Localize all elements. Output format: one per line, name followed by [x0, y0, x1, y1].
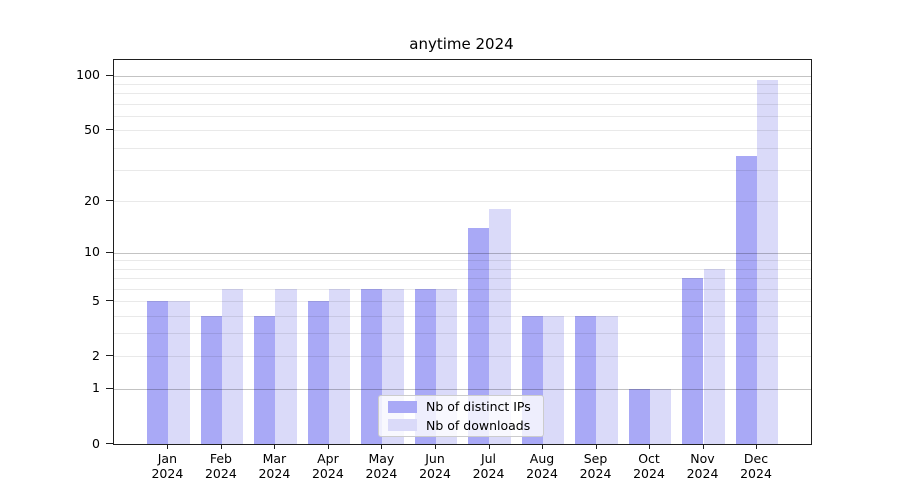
bar-downloads — [489, 209, 511, 444]
x-tick-label: Mar 2024 — [258, 451, 291, 481]
y-tick-mark — [106, 200, 113, 202]
bar-distinct-ips — [200, 315, 222, 444]
y-tick-label: 0 — [92, 435, 100, 451]
x-tick-mark — [274, 444, 276, 449]
y-tick-mark — [106, 74, 113, 76]
x-tick-mark — [327, 444, 329, 449]
bar-distinct-ips — [254, 315, 276, 444]
gridline-minor — [114, 93, 811, 95]
x-tick-mark — [167, 444, 169, 449]
y-tick-mark — [106, 443, 113, 444]
bar-distinct-ips — [361, 288, 383, 444]
x-tick-label: Aug 2024 — [526, 451, 558, 481]
x-tick-label: Apr 2024 — [311, 451, 344, 481]
y-tick-label: 20 — [84, 192, 100, 208]
bar-downloads — [221, 288, 244, 444]
y-tick-label: 5 — [92, 292, 100, 308]
gridline-minor — [114, 201, 811, 203]
x-tick-mark — [649, 444, 650, 449]
legend-label-distinct-ips: Nb of distinct IPs — [426, 399, 531, 415]
y-tick-mark — [106, 251, 113, 253]
x-tick-mark — [220, 444, 222, 449]
x-tick-label: Dec 2024 — [740, 451, 772, 481]
gridline-major — [114, 75, 811, 77]
x-tick-label: May 2024 — [365, 451, 398, 481]
x-tick-label: Jun 2024 — [419, 451, 451, 481]
bar-distinct-ips — [735, 155, 757, 444]
bar-downloads — [542, 315, 565, 444]
x-tick-mark — [595, 444, 597, 449]
x-tick-mark — [488, 444, 490, 449]
y-tick-mark — [106, 129, 113, 131]
x-tick-label: Feb 2024 — [204, 451, 237, 481]
gridline-minor — [114, 116, 811, 117]
gridline-minor — [114, 130, 811, 132]
bar-distinct-ips — [468, 227, 490, 444]
bar-distinct-ips — [628, 388, 650, 444]
bar-downloads — [275, 288, 297, 444]
plot-area — [113, 59, 812, 445]
bar-downloads — [649, 388, 672, 444]
gridline-minor — [114, 103, 811, 105]
bar-downloads — [596, 315, 618, 444]
x-tick-label: Jan 2024 — [151, 451, 184, 481]
gridline-major — [114, 252, 811, 254]
x-tick-label: Oct 2024 — [633, 451, 665, 481]
x-tick-mark — [435, 444, 436, 449]
bar-distinct-ips — [682, 278, 704, 444]
gridline-minor — [114, 170, 811, 171]
legend-row-distinct-ips: Nb of distinct IPs — [379, 399, 543, 414]
y-tick-mark — [106, 387, 113, 389]
bar-downloads — [757, 79, 779, 444]
gridline-minor — [114, 147, 811, 149]
legend-swatch-distinct-ips — [388, 400, 417, 413]
gridline-minor — [114, 260, 811, 262]
x-tick-label: Jul 2024 — [472, 451, 505, 481]
bar-downloads — [168, 301, 190, 444]
y-tick-label: 1 — [92, 380, 100, 396]
bar-distinct-ips — [575, 315, 597, 444]
legend-label-downloads: Nb of downloads — [426, 417, 531, 433]
legend: Nb of distinct IPs Nb of downloads — [378, 395, 544, 437]
legend-row-downloads: Nb of downloads — [379, 418, 543, 433]
y-tick-label: 10 — [84, 244, 100, 260]
bar-distinct-ips — [147, 301, 169, 444]
bar-distinct-ips — [307, 301, 329, 444]
y-tick-mark — [106, 355, 113, 357]
y-tick-label: 50 — [84, 121, 100, 137]
bar-downloads — [703, 268, 725, 444]
legend-swatch-downloads — [388, 419, 417, 432]
x-tick-mark — [542, 444, 543, 449]
y-tick-label: 100 — [76, 67, 100, 83]
bar-downloads — [328, 288, 351, 444]
x-tick-mark — [702, 444, 704, 449]
x-tick-label: Nov 2024 — [686, 451, 719, 481]
y-tick-mark — [106, 300, 113, 301]
chart-title: anytime 2024 — [409, 35, 514, 53]
y-tick-label: 2 — [92, 347, 100, 363]
gridline-minor — [114, 84, 811, 85]
x-tick-mark — [756, 444, 757, 449]
x-tick-label: Sep 2024 — [579, 451, 612, 481]
x-tick-mark — [381, 444, 383, 449]
